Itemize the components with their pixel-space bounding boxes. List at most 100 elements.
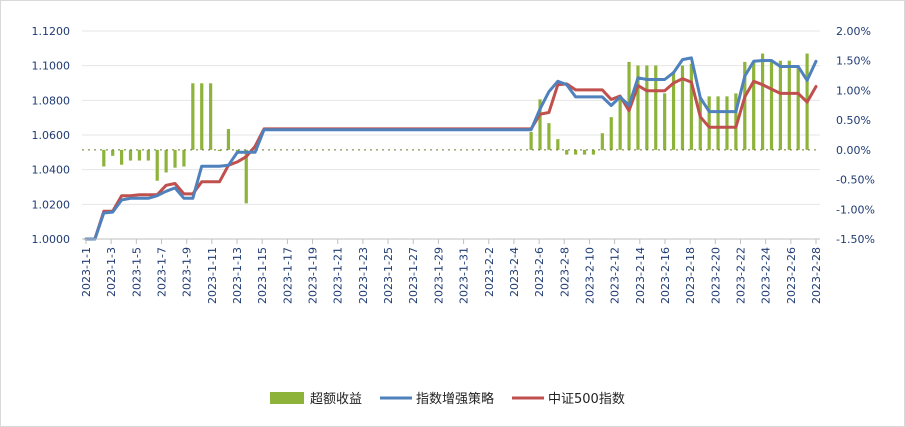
x-tick-label: 2023-2-14 xyxy=(634,247,647,304)
excess-bar xyxy=(787,60,791,150)
x-tick-label: 2023-1-7 xyxy=(156,247,169,297)
excess-bar xyxy=(556,139,560,150)
excess-bar xyxy=(716,96,720,150)
excess-bar xyxy=(707,96,711,150)
y-right-tick-label: -1.00% xyxy=(836,203,875,216)
excess-bar xyxy=(725,96,729,150)
excess-bar xyxy=(600,133,604,150)
x-tick-label: 2023-2-16 xyxy=(659,247,672,304)
excess-bar xyxy=(235,149,239,152)
excess-bar xyxy=(128,149,133,161)
excess-bar xyxy=(191,83,195,150)
x-tick-label: 2023-1-1 xyxy=(80,247,93,297)
excess-bar xyxy=(680,65,685,150)
strategy-line xyxy=(84,56,818,241)
excess-bar xyxy=(155,149,159,181)
excess-bar xyxy=(591,149,596,155)
excess-bar xyxy=(609,117,613,150)
y-right-tick-label: 0.50% xyxy=(836,114,871,127)
x-tick-label: 2023-1-31 xyxy=(458,247,471,304)
legend-label: 中证500指数 xyxy=(548,392,625,407)
x-tick-label: 2023-1-29 xyxy=(432,247,445,304)
index-line xyxy=(84,77,818,241)
excess-bar xyxy=(547,123,551,150)
gridlines xyxy=(82,30,820,240)
excess-bar xyxy=(778,60,782,150)
y-left-tick-label: 1.1200 xyxy=(32,25,71,38)
excess-bar xyxy=(538,99,542,150)
x-tick-label: 2023-1-23 xyxy=(357,247,370,304)
x-tick-label: 2023-2-2 xyxy=(483,247,496,297)
excess-bar xyxy=(102,149,106,167)
y-right-tick-label: 2.00% xyxy=(836,25,871,38)
x-tick-label: 2023-2-12 xyxy=(609,247,622,304)
y-right-tick-label: 1.50% xyxy=(836,55,871,68)
x-tick-label: 2023-2-10 xyxy=(583,247,596,304)
y-left-tick-label: 1.0600 xyxy=(32,129,71,142)
x-tick-label: 2023-2-4 xyxy=(508,247,521,297)
excess-bar xyxy=(663,93,667,150)
excess-bar xyxy=(120,149,124,165)
excess-bar xyxy=(582,149,587,155)
x-tick-label: 2023-2-24 xyxy=(760,247,773,304)
excess-bar xyxy=(146,149,150,161)
excess-bar xyxy=(164,149,168,173)
excess-bar xyxy=(111,149,115,156)
x-tick-label: 2023-2-18 xyxy=(684,247,697,304)
excess-bar xyxy=(565,149,569,155)
excess-bar xyxy=(743,61,747,150)
y-left-tick-label: 1.0400 xyxy=(32,164,71,177)
x-tick-label: 2023-2-26 xyxy=(785,247,798,304)
y-left-tick-label: 1.1000 xyxy=(32,60,71,73)
excess-bar xyxy=(654,65,658,150)
x-tick-label: 2023-1-27 xyxy=(407,247,420,304)
legend-label: 指数增强策略 xyxy=(416,391,494,407)
x-tick-label: 2023-1-17 xyxy=(281,247,294,304)
excess-bar xyxy=(760,53,765,150)
excess-bar xyxy=(689,63,693,150)
x-tick-label: 2023-2-8 xyxy=(558,247,571,297)
excess-bar xyxy=(173,149,177,168)
excess-bar xyxy=(796,65,800,150)
excess-bar xyxy=(200,83,204,150)
excess-bar xyxy=(529,132,533,150)
x-tick-label: 2023-2-28 xyxy=(810,247,823,304)
excess-bar xyxy=(209,83,213,150)
x-tick-label: 2023-1-11 xyxy=(206,247,219,304)
x-tick-label: 2023-1-15 xyxy=(256,247,269,304)
excess-bar xyxy=(734,93,738,150)
excess-bar xyxy=(244,149,248,204)
x-tick-label: 2023-1-19 xyxy=(307,247,320,304)
excess-bar xyxy=(645,65,649,150)
y-axis-right: -1.50% -1.00% -0.50% 0.00% 0.50% 1.00% 1.50% 2.… xyxy=(836,25,875,246)
y-right-tick-label: -1.50% xyxy=(836,233,875,246)
y-right-tick-label: 0.00% xyxy=(836,144,871,157)
series-lines xyxy=(84,56,818,241)
excess-bar xyxy=(574,149,578,155)
x-tick-label: 2023-2-20 xyxy=(709,247,722,304)
y-left-tick-label: 1.0800 xyxy=(32,94,71,107)
excess-bar xyxy=(698,97,702,150)
y-right-tick-label: 1.00% xyxy=(836,84,871,97)
x-tick-label: 2023-2-22 xyxy=(734,247,747,304)
y-left-tick-label: 1.0000 xyxy=(32,233,71,246)
x-axis: 2023-1-1 2023-1-3 2023-1-5 2023-1-7 2023-1-9… xyxy=(80,238,823,304)
excess-bar xyxy=(636,65,640,150)
excess-bar xyxy=(769,60,774,150)
x-tick-label: 2023-1-13 xyxy=(231,247,244,304)
legend-label: 超额收益 xyxy=(310,392,362,407)
y-right-tick-label: -0.50% xyxy=(836,174,875,187)
x-tick-label: 2023-1-9 xyxy=(181,247,194,297)
x-tick-label: 2023-2-6 xyxy=(533,247,546,297)
excess-bar xyxy=(217,149,222,152)
x-tick-label: 2023-1-25 xyxy=(382,247,395,304)
legend: 超额收益 指数增强策略 中证500指数 xyxy=(270,391,625,407)
y-axis-left: 1.0000 1.0200 1.0400 1.0600 1.0800 1.1000 1.12… xyxy=(32,25,71,246)
y-left-tick-label: 1.0200 xyxy=(32,198,71,211)
excess-bar xyxy=(671,71,676,150)
excess-bar xyxy=(137,149,142,161)
x-tick-label: 2023-1-21 xyxy=(332,247,345,304)
